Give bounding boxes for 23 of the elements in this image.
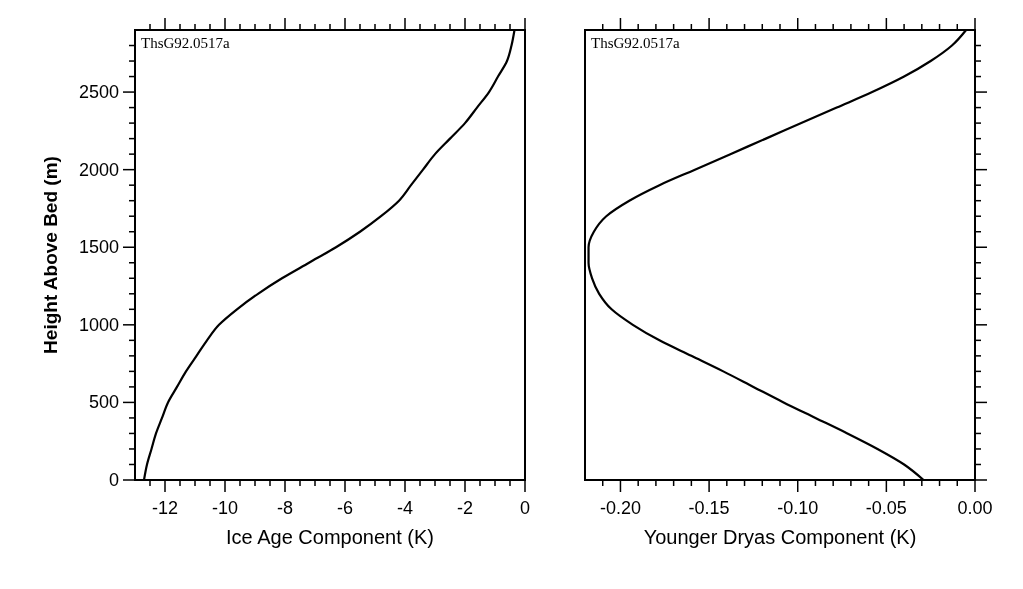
x-tick-label: 0 [519,498,531,518]
annotation: ThsG92.0517a [591,35,681,51]
x-axis-title: Ice Age Component (K) [226,526,434,548]
y-axis-title: Height Above Bed (m) [40,156,61,354]
x-tick-label: -0.15 [688,498,730,518]
x-tick-label: -0.20 [599,498,641,518]
x-tick-label: -6 [336,498,354,518]
y-tick-label: 500 [88,392,119,413]
x-tick-label: -4 [396,498,414,518]
x-tick-label: -0.10 [777,498,819,518]
y-tick-label: 1000 [78,314,119,335]
y-tick-label: 0 [108,470,119,490]
x-tick-label: -0.05 [865,498,907,518]
x-tick-label: -12 [151,498,179,518]
x-axis-title: Younger Dryas Component (K) [643,526,917,548]
y-tick-label: 2000 [78,159,119,180]
x-tick-label: -2 [456,498,474,518]
y-tick-label: 2500 [78,82,119,103]
annotation: ThsG92.0517a [141,35,231,51]
x-tick-label: -8 [276,498,294,518]
y-tick-label: 1500 [78,237,119,258]
x-tick-label: -10 [211,498,239,518]
x-tick-label: 0.00 [957,498,993,518]
